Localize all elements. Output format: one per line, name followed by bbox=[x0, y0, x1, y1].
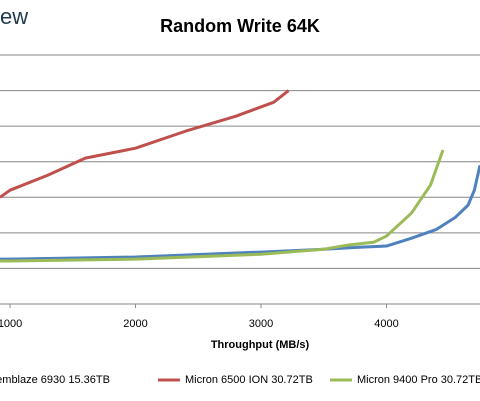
series-line bbox=[0, 164, 480, 261]
legend-label: Micron 6500 ION 30.72TB bbox=[185, 374, 313, 386]
series-line bbox=[0, 89, 290, 199]
logo: ew bbox=[0, 4, 28, 29]
x-tick-label: 2000 bbox=[123, 318, 147, 330]
x-axis-title: Throughput (MB/s) bbox=[211, 339, 310, 351]
legend-label: Micron 9400 Pro 30.72TB bbox=[357, 374, 480, 386]
legend-label: Memblaze 6930 15.36TB bbox=[0, 374, 110, 386]
x-tick-label: 1000 bbox=[0, 318, 22, 330]
series-line bbox=[0, 149, 445, 263]
chart-title: Random Write 64K bbox=[160, 16, 320, 36]
x-tick-label: 3000 bbox=[249, 318, 273, 330]
x-tick-label: 4000 bbox=[374, 318, 398, 330]
